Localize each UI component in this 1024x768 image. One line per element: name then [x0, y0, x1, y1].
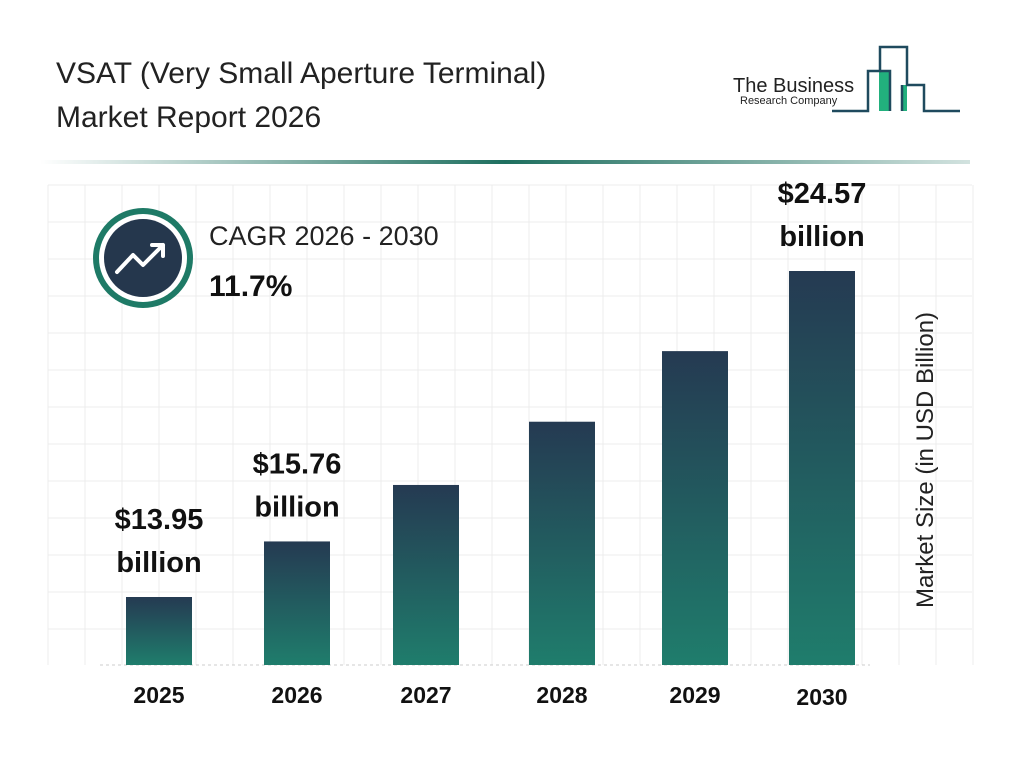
x-tick-label: 2026 [271, 682, 322, 708]
cagr-value: 11.7% [209, 270, 292, 303]
title-line-1: VSAT (Very Small Aperture Terminal) [56, 57, 547, 90]
logo-text-1: The Business [733, 75, 854, 97]
bar-2026 [264, 541, 330, 665]
logo-text-2: Research Company [740, 95, 838, 107]
bar-2028 [529, 421, 595, 665]
x-tick-label: 2030 [796, 684, 847, 710]
x-tick-label: 2028 [536, 682, 587, 708]
cagr-badge [93, 208, 193, 308]
company-logo: The Business Research Company [733, 45, 960, 113]
title-line-2: Market Report 2026 [56, 101, 322, 134]
x-tick-label: 2027 [400, 682, 451, 708]
page-title: VSAT (Very Small Aperture Terminal) Mark… [56, 52, 546, 140]
data-label-unit: billion [116, 547, 201, 579]
cagr-label: CAGR 2026 - 2030 [209, 221, 439, 251]
data-label-unit: billion [254, 491, 339, 523]
y-axis-label: Market Size (in USD Billion) [912, 312, 939, 608]
bar-2030 [789, 271, 855, 665]
x-tick-label: 2025 [133, 682, 184, 708]
header-divider [40, 160, 970, 164]
trending-up-icon [115, 243, 165, 274]
x-tick-label: 2029 [669, 682, 720, 708]
bar-2029 [662, 351, 728, 665]
data-label-value: $13.95 [115, 504, 204, 536]
data-label-value: $15.76 [253, 448, 342, 480]
data-label-unit: billion [779, 221, 864, 253]
bar-2027 [393, 484, 459, 665]
data-label-value: $24.57 [778, 178, 867, 210]
bar-2025 [126, 597, 192, 665]
